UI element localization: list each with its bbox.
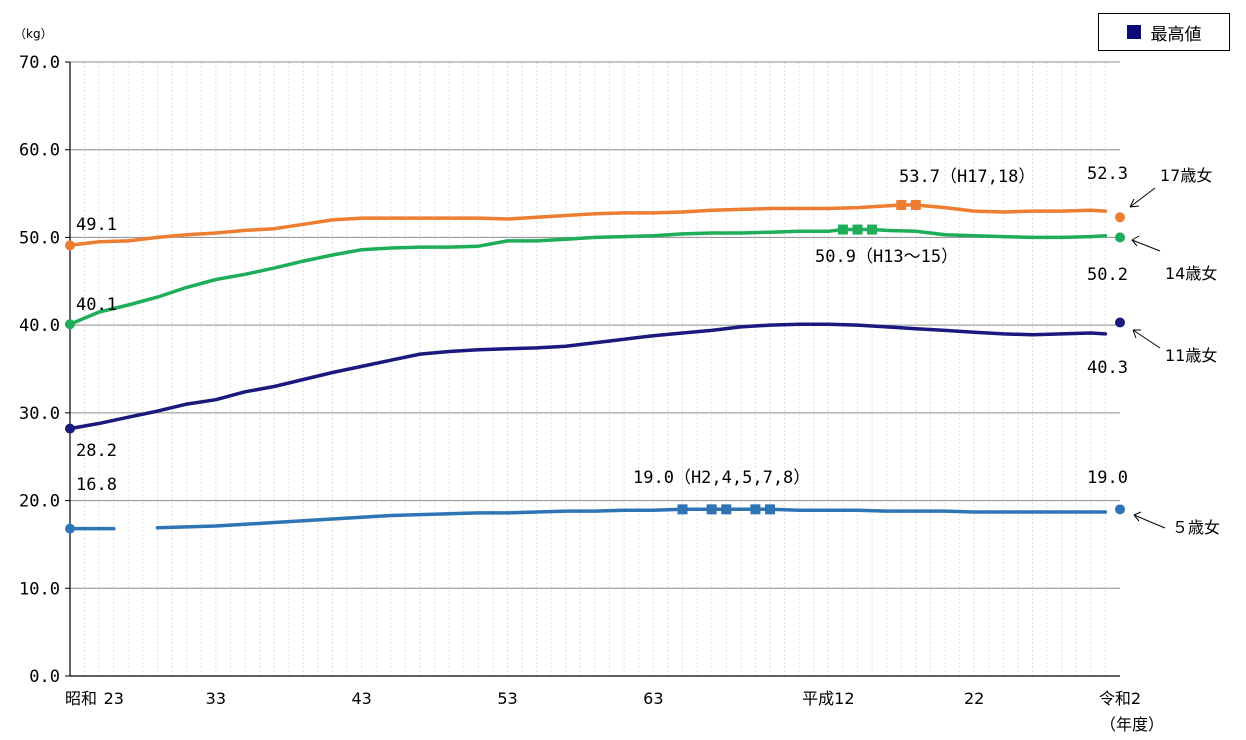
series-lines <box>68 203 1108 531</box>
y-tick-label: 30.0 <box>19 404 60 424</box>
y-tick-label: 40.0 <box>19 316 60 336</box>
y-tick-label: 50.0 <box>19 228 60 248</box>
max-value-marker <box>910 199 921 210</box>
s11-end-label: 40.3 <box>1087 358 1128 378</box>
s5-start-label: 16.8 <box>76 475 117 495</box>
legend: 最高値 <box>1098 13 1230 51</box>
s14-max-label: 50.9（H13～15） <box>815 247 958 267</box>
s5-name-label: ５歳女 <box>1172 518 1220 537</box>
legend-max-label: 最高値 <box>1150 24 1202 45</box>
s14-end-label: 50.2 <box>1087 265 1128 285</box>
s17-arrowhead <box>1129 198 1140 208</box>
s5-arrow-line <box>1133 514 1166 529</box>
series-end-dot <box>1115 504 1125 515</box>
s14-arrowhead <box>1131 235 1140 247</box>
s17-max-label: 53.7（H17,18） <box>899 167 1035 187</box>
legend-max-marker-swatch <box>1126 25 1141 39</box>
max-value-marker <box>677 504 688 515</box>
series-end-dot <box>1115 232 1125 243</box>
s17-arrow-line <box>1129 187 1156 208</box>
series-markers <box>65 199 1125 534</box>
series-start-dot <box>65 523 75 534</box>
x-tick-label: 22 <box>964 689 984 708</box>
x-tick-labels: 昭和 23 33 43 53 63 平成12 22 令和2 <box>65 689 1141 708</box>
x-tick-label: 平成12 <box>802 689 854 708</box>
series-line <box>68 203 1108 248</box>
series-line <box>155 507 1108 530</box>
y-tick-label: 0.0 <box>29 667 60 687</box>
s17-end-label: 52.3 <box>1087 164 1128 184</box>
y-tick-label: 70.0 <box>19 53 60 73</box>
s14-name-label: 14歳女 <box>1165 264 1217 283</box>
series-end-dot <box>1115 212 1125 223</box>
x-tick-label: 23 <box>104 689 124 708</box>
max-value-marker <box>896 199 907 210</box>
max-value-marker <box>706 504 717 515</box>
x-tick-label: 43 <box>351 689 371 708</box>
series-start-dot <box>65 423 75 434</box>
x-axis-unit: （年度） <box>1100 715 1164 734</box>
gridlines <box>65 61 1120 677</box>
s5-end-label: 19.0 <box>1087 468 1128 488</box>
series-end-dot <box>1115 317 1125 328</box>
max-value-marker <box>867 224 878 235</box>
max-value-marker <box>837 224 848 235</box>
s11-arrow-line <box>1132 329 1161 349</box>
s5-arrowhead <box>1133 511 1142 522</box>
max-value-marker <box>852 224 863 235</box>
y-tick-label: 20.0 <box>19 492 60 512</box>
s11-name-label: 11歳女 <box>1165 346 1217 365</box>
s17-start-label: 49.1 <box>76 215 117 235</box>
s14-start-label: 40.1 <box>76 295 117 315</box>
y-axis-unit: （kg） <box>14 27 53 41</box>
x-tick-label: 33 <box>206 689 226 708</box>
x-tick-label: 昭和 <box>65 689 97 708</box>
s17-name-label: 17歳女 <box>1160 166 1212 185</box>
y-tick-labels: 0.0 10.0 20.0 30.0 40.0 50.0 60.0 70.0 <box>19 53 60 687</box>
s5-max-label: 19.0（H2,4,5,7,8） <box>633 468 810 488</box>
x-tick-label: 令和2 <box>1099 689 1141 708</box>
s14-arrow-line <box>1131 239 1161 252</box>
y-tick-label: 10.0 <box>19 579 60 599</box>
max-value-marker <box>721 504 732 515</box>
x-tick-label: 53 <box>497 689 517 708</box>
series-start-dot <box>65 240 75 251</box>
y-tick-label: 60.0 <box>19 141 60 161</box>
max-value-marker <box>750 504 761 515</box>
series-start-dot <box>65 319 75 330</box>
series-line <box>68 227 1108 327</box>
axes <box>69 62 1120 677</box>
max-value-marker <box>765 504 775 515</box>
s11-arrowhead <box>1132 329 1141 339</box>
s11-start-label: 28.2 <box>76 441 117 461</box>
x-tick-label: 63 <box>643 689 663 708</box>
series-line <box>68 322 1108 431</box>
